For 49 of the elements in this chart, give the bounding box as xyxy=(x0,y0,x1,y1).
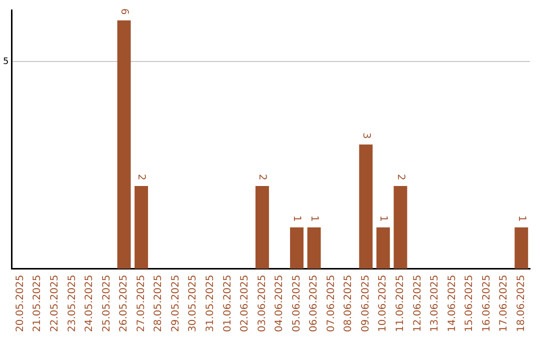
x-tick-label: 10.06.2025 xyxy=(378,274,389,332)
x-tick-label: 05.06.2025 xyxy=(291,274,302,332)
x-tick-label: 17.06.2025 xyxy=(498,274,510,332)
x-tick-label: 26.05.2025 xyxy=(118,274,130,332)
x-tick-label: 31.05.2025 xyxy=(204,274,216,332)
bar xyxy=(394,186,408,269)
x-tick-label: 13.06.2025 xyxy=(430,274,441,332)
bar xyxy=(255,186,269,269)
data-label: 1 xyxy=(291,215,302,222)
bar xyxy=(134,186,148,269)
y-tick-label: 5 xyxy=(2,57,9,68)
x-tick-label: 22.05.2025 xyxy=(50,274,61,332)
bar xyxy=(117,20,131,269)
x-tick-label: 02.06.2025 xyxy=(240,274,251,332)
x-tick-label: 20.05.2025 xyxy=(14,274,26,332)
x-tick-label: 11.06.2025 xyxy=(395,274,406,332)
x-tick-label: 15.06.2025 xyxy=(464,274,476,332)
x-tick-label: 23.05.2025 xyxy=(66,274,78,332)
data-label: 2 xyxy=(136,174,147,180)
data-label: 1 xyxy=(378,215,389,222)
x-tick-label: 29.05.2025 xyxy=(170,274,182,332)
data-label: 2 xyxy=(256,174,268,180)
bar xyxy=(290,227,304,269)
data-label: 1 xyxy=(308,215,320,222)
data-label: 2 xyxy=(394,174,406,180)
x-tick-label: 07.06.2025 xyxy=(326,274,337,332)
x-tick-label: 12.06.2025 xyxy=(412,274,424,332)
x-tick-label: 08.06.2025 xyxy=(343,274,354,332)
bar xyxy=(514,227,528,269)
x-tick-label: 03.06.2025 xyxy=(256,274,268,332)
bar xyxy=(359,144,373,269)
x-tick-label: 21.05.2025 xyxy=(32,274,44,332)
x-tick-label: 27.05.2025 xyxy=(136,274,147,332)
data-label: 1 xyxy=(516,215,527,222)
x-tick-label: 24.05.2025 xyxy=(84,274,96,332)
bar xyxy=(307,227,321,269)
x-tick-label: 25.05.2025 xyxy=(101,274,112,332)
x-tick-label: 04.06.2025 xyxy=(274,274,286,332)
data-label: 6 xyxy=(118,8,130,15)
x-tick-label: 09.06.2025 xyxy=(360,274,372,332)
x-tick-label: 16.06.2025 xyxy=(481,274,492,332)
x-tick-label: 06.06.2025 xyxy=(308,274,320,332)
data-label: 3 xyxy=(360,132,372,139)
x-tick-label: 01.06.2025 xyxy=(222,274,234,332)
x-tick-label: 30.05.2025 xyxy=(188,274,199,332)
x-tick-label: 28.05.2025 xyxy=(153,274,164,332)
x-tick-label: 18.06.2025 xyxy=(516,274,527,332)
bar xyxy=(376,227,390,269)
x-tick-label: 14.06.2025 xyxy=(446,274,458,332)
